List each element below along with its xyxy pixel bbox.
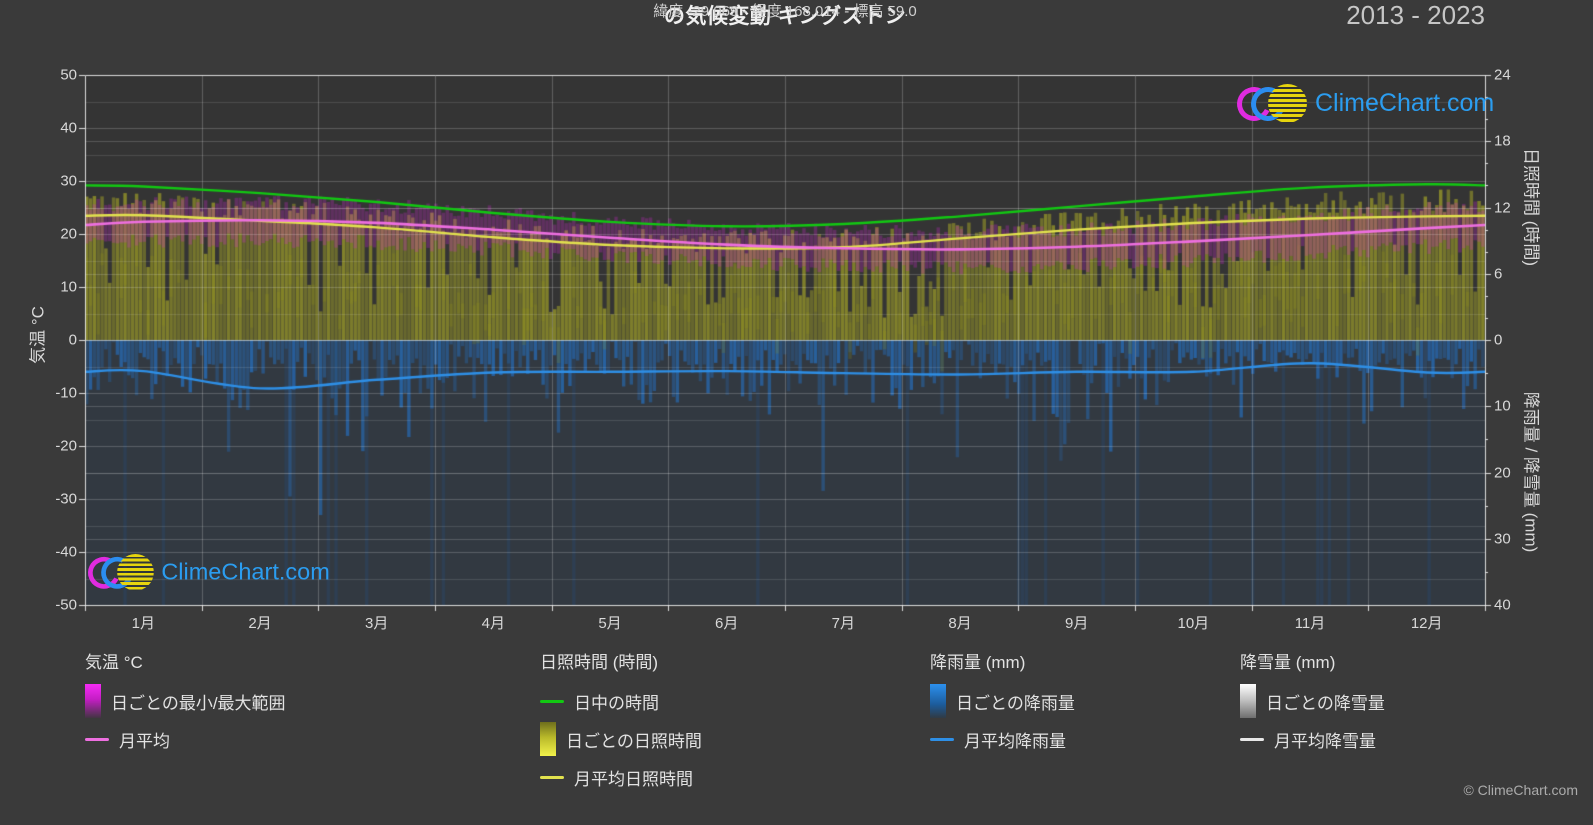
copyright-label: © ClimeChart.com: [1463, 782, 1578, 798]
month-label-6: 6月: [714, 615, 739, 632]
year-range-label: 2013 - 2023: [1346, 0, 1485, 30]
month-label-3: 3月: [364, 615, 389, 632]
legend-item-monthly-rain: 月平均降雨量: [930, 720, 1075, 758]
temp-tick--40: -40: [55, 543, 77, 561]
temp-tick-10: 10: [60, 278, 77, 296]
temp-mean-line-swatch-icon: [85, 737, 109, 741]
logo-text: ClimeChart.com: [1315, 89, 1495, 117]
logo-sun-icon: [117, 554, 154, 591]
snow-line-swatch-icon: [1240, 737, 1264, 741]
temp-tick-50: 50: [60, 66, 77, 84]
precip-tick-10: 10: [1494, 397, 1511, 415]
temp-tick--20: -20: [55, 437, 77, 455]
legend-group-snow: 降雪量 (mm) 日ごとの降雪量 月平均降雪量: [1240, 648, 1385, 758]
month-label-10: 10月: [1177, 615, 1210, 632]
month-label-5: 5月: [598, 615, 622, 632]
month-label-4: 4月: [481, 615, 505, 632]
sun-tick-6: 6: [1494, 265, 1503, 283]
legend-item-daily-sunshine: 日ごとの日照時間: [540, 720, 702, 758]
temp-range-swatch-icon: [85, 684, 101, 718]
precip-tick-40: 40: [1494, 596, 1511, 614]
month-label-8: 8月: [948, 615, 972, 632]
snow-bar-swatch-icon: [1240, 684, 1256, 718]
logo-text: ClimeChart.com: [161, 558, 330, 586]
legend-item-daily-snow: 日ごとの降雪量: [1240, 682, 1385, 720]
sun-tick-18: 18: [1494, 132, 1511, 150]
chart-subtitle-coordinates: 緯度 -29.069 - 経度 168.014 - 標高 59.0: [653, 3, 917, 20]
legend-group-temperature: 気温 °C 日ごとの最小/最大範囲 月平均: [85, 648, 286, 758]
legend-group-title: 気温 °C: [85, 653, 143, 672]
legend-item-temp-range: 日ごとの最小/最大範囲: [85, 682, 286, 720]
precip-tick-30: 30: [1494, 530, 1511, 548]
page-title: の気候変動 キングストン: [663, 5, 907, 28]
legend-item-temp-monthly-mean: 月平均: [85, 720, 286, 758]
sun-tick-12: 12: [1494, 199, 1511, 216]
legend-group-title: 日照時間 (時間): [540, 653, 659, 672]
legend-group-title: 降雪量 (mm): [1240, 653, 1336, 672]
sunshine-bar-swatch-icon: [540, 722, 556, 756]
rain-line-swatch-icon: [930, 737, 954, 741]
sun-tick-24: 24: [1494, 66, 1511, 84]
month-label-9: 9月: [1064, 615, 1089, 632]
month-label-1: 1月: [131, 615, 155, 632]
sunshine-line-swatch-icon: [540, 775, 564, 779]
temp-tick--50: -50: [55, 596, 77, 614]
legend-group-sunshine: 日照時間 (時間) 日中の時間 日ごとの日照時間 月平均日照時間: [540, 648, 702, 796]
temp-tick--30: -30: [55, 490, 77, 508]
sun-tick-0: 0: [1494, 331, 1503, 349]
legend-item-daily-rain: 日ごとの降雨量: [930, 682, 1075, 720]
month-label-12: 12月: [1410, 615, 1443, 632]
temp-tick-30: 30: [60, 172, 77, 190]
legend-item-daylight: 日中の時間: [540, 682, 702, 720]
temp-tick-0: 0: [68, 331, 77, 349]
legend-group-rain: 降雨量 (mm) 日ごとの降雨量 月平均降雨量: [930, 648, 1075, 758]
legend-item-monthly-snow: 月平均降雪量: [1240, 720, 1385, 758]
temp-tick--10: -10: [55, 384, 77, 402]
rain-bar-swatch-icon: [930, 684, 946, 718]
month-label-11: 11月: [1294, 615, 1326, 632]
month-label-2: 2月: [248, 615, 272, 632]
temp-tick-20: 20: [60, 225, 77, 243]
legend-group-title: 降雨量 (mm): [930, 653, 1026, 672]
month-label-7: 7月: [831, 615, 855, 632]
temp-tick-40: 40: [60, 119, 77, 137]
precip-tick-20: 20: [1494, 464, 1511, 481]
daylight-line-swatch-icon: [540, 699, 564, 703]
logo-sun-icon: [1268, 84, 1307, 123]
legend-item-monthly-sunshine: 月平均日照時間: [540, 758, 702, 796]
